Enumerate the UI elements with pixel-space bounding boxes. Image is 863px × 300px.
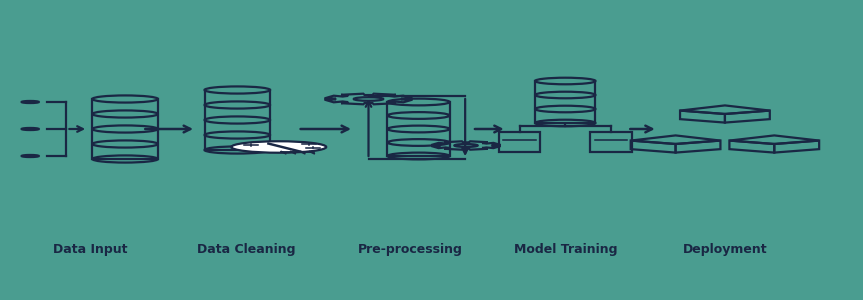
Bar [590,132,632,152]
Ellipse shape [231,141,326,153]
Ellipse shape [205,131,270,139]
Ellipse shape [205,116,270,124]
Text: Deployment: Deployment [683,242,767,256]
Ellipse shape [387,99,450,105]
Ellipse shape [92,140,158,148]
Ellipse shape [535,78,595,84]
Ellipse shape [535,92,595,98]
Bar [499,132,540,152]
Ellipse shape [205,101,270,109]
Ellipse shape [92,95,158,103]
Ellipse shape [205,86,270,94]
Ellipse shape [535,106,595,112]
Text: Data Cleaning: Data Cleaning [197,242,295,256]
Ellipse shape [387,126,450,132]
Text: Pre-processing: Pre-processing [357,242,463,256]
Ellipse shape [387,112,450,119]
Ellipse shape [387,139,450,146]
Text: Model Training: Model Training [513,242,617,256]
Ellipse shape [92,125,158,133]
Ellipse shape [92,110,158,118]
Text: Data Input: Data Input [54,242,128,256]
